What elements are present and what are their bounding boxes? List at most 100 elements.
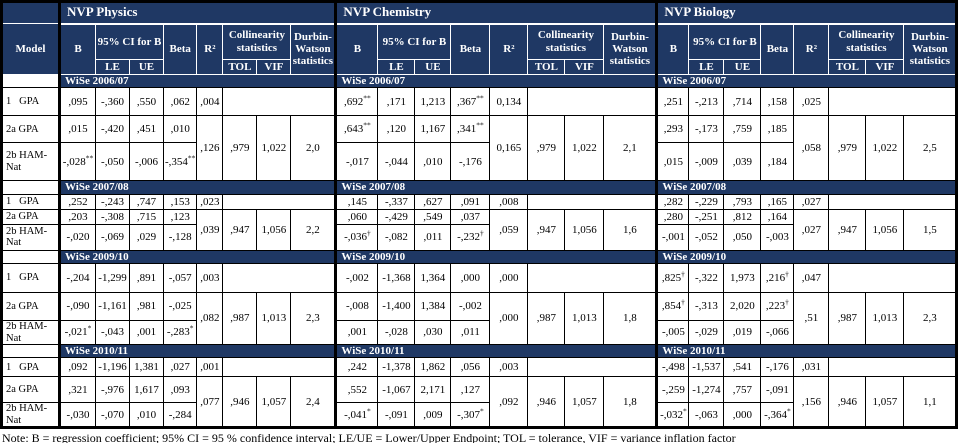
significance-marker: * xyxy=(787,406,791,416)
value-cell: 0,134 xyxy=(489,87,529,117)
value-cell: -,050 xyxy=(95,142,130,182)
vif-cell: 1,057 xyxy=(564,376,605,429)
value-cell: ,158 xyxy=(760,87,795,117)
model-label-2a-gpa: 2a GPA xyxy=(1,208,60,225)
value-cell: ,010 xyxy=(162,115,198,144)
value-cell: ,015 xyxy=(58,115,96,144)
value-cell: -,009 xyxy=(688,142,725,182)
tol-cell: ,987 xyxy=(828,291,867,346)
value-cell: -,066 xyxy=(760,319,795,346)
tol-cell: ,947 xyxy=(828,208,867,251)
value-cell: ,060 xyxy=(334,208,379,225)
value-cell: -,251 xyxy=(688,208,725,225)
value-cell: ,062 xyxy=(162,87,198,117)
value-cell: ,027 xyxy=(793,193,830,210)
value-cell: -,028** xyxy=(58,142,96,182)
table-row-model2a: 2a GPA -,090 -1,161,981 -,025,082,987 1,013 2… xyxy=(1,291,959,346)
value-cell: -,173 xyxy=(688,115,725,144)
season-band-physics: WiSe 2007/08 xyxy=(57,180,338,195)
value-cell: ,093 xyxy=(162,376,198,404)
durbin-watson-cell: 2,2 xyxy=(290,208,338,251)
value-cell: 1,384 xyxy=(414,291,452,321)
value-cell: -,213 xyxy=(688,87,725,117)
value-cell: -,229 xyxy=(688,193,725,210)
value-cell: -,008 xyxy=(334,291,379,321)
table-row-model2a: 2a GPA ,203 -,308,715,123,039,947 1,056 2,2,… xyxy=(1,208,959,251)
value-cell: -1,274 xyxy=(688,376,725,404)
durbin-watson-cell: 2,3 xyxy=(290,291,338,346)
value-cell: ,123 xyxy=(162,208,198,225)
value-cell: ,216† xyxy=(760,262,795,293)
table-row-model1: 1 GPA ,252 -,243,747,153,023 ,145 -,337,627,… xyxy=(1,193,959,210)
col-header-b-physics: B xyxy=(58,23,96,76)
empty-cell xyxy=(828,193,959,210)
empty-cell xyxy=(527,193,659,210)
value-cell: -,498 xyxy=(655,357,690,378)
table-row-model2b: 2b HAM-Nat -,020 -,069,029 -,128 -,036† -,082… xyxy=(1,223,957,251)
value-cell: ,029 xyxy=(129,223,164,251)
value-cell: ,367** xyxy=(450,87,491,117)
durbin-watson-cell: 2,3 xyxy=(903,291,959,346)
value-cell: ,184 xyxy=(760,142,795,182)
value-cell: ,812 xyxy=(723,208,762,225)
value-cell: -,354** xyxy=(162,142,198,182)
value-cell: -,020 xyxy=(58,223,96,251)
model-label-2a-gpa: 2a GPA xyxy=(1,376,60,404)
r2-shared-cell: ,126 xyxy=(196,115,224,182)
significance-marker: † xyxy=(681,269,685,279)
vif-cell: 1,022 xyxy=(256,115,292,182)
value-cell: -,176 xyxy=(760,357,795,378)
empty-cell xyxy=(222,193,338,210)
value-cell: 1,973 xyxy=(723,262,762,293)
durbin-watson-cell: 1,6 xyxy=(603,208,659,251)
value-cell: ,293 xyxy=(655,115,690,144)
value-cell: 2,020 xyxy=(723,291,762,321)
col-header-collinearity-physics: Collinearity statistics xyxy=(222,23,292,61)
value-cell: -1,537 xyxy=(688,357,725,378)
value-cell: -,025 xyxy=(162,291,198,321)
value-cell: -,002 xyxy=(450,291,491,321)
season-band-biology: WiSe 2006/07 xyxy=(655,74,959,89)
value-cell: ,000 xyxy=(450,262,491,293)
significance-marker: ** xyxy=(363,93,371,103)
table-header: NVP Physics NVP Chemistry NVP Biology Model… xyxy=(1,0,959,76)
table-row-model2b: 2b HAM-Nat -,030 -,070,010 -,284 -,041* -,091… xyxy=(1,402,957,429)
value-cell: -,005 xyxy=(655,319,690,346)
table-body: WiSe 2006/07 WiSe 2006/07 WiSe 2006/07 1 GP… xyxy=(1,74,959,429)
value-cell: ,025 xyxy=(793,87,830,117)
col-header-beta-physics: Beta xyxy=(162,23,198,76)
value-cell: ,030 xyxy=(414,319,452,346)
empty-cell xyxy=(527,87,659,117)
value-cell: ,747 xyxy=(129,193,164,210)
value-cell: ,091 xyxy=(450,193,491,210)
empty-cell xyxy=(222,87,338,117)
value-cell: -,070 xyxy=(95,402,130,429)
value-cell: ,095 xyxy=(58,87,96,117)
value-cell: 1,213 xyxy=(414,87,452,117)
col-header-durbin-watson-physics: Durbin-Watson statistics xyxy=(290,23,338,76)
value-cell: ,056 xyxy=(450,357,491,378)
significance-marker: † xyxy=(681,297,685,307)
r2-shared-cell: ,077 xyxy=(196,376,224,429)
season-band-physics: WiSe 2010/11 xyxy=(57,344,338,359)
durbin-watson-cell: 1,1 xyxy=(903,376,959,429)
durbin-watson-cell: 1,5 xyxy=(903,208,959,251)
value-cell: -,204 xyxy=(58,262,96,293)
vif-cell: 1,013 xyxy=(564,291,605,346)
value-cell: ,251 xyxy=(655,87,690,117)
table-row-model2a: 2a GPA ,321 -,976 1,617,093,077,946 1,057 2,4… xyxy=(1,376,959,429)
value-cell: -,313 xyxy=(688,291,725,321)
value-cell: ,550 xyxy=(129,87,164,117)
value-cell: ,451 xyxy=(129,115,164,144)
col-header-beta-chemistry: Beta xyxy=(450,23,491,76)
value-cell: -,021* xyxy=(58,319,96,346)
value-cell: ,203 xyxy=(58,208,96,225)
value-cell: ,171 xyxy=(377,87,416,117)
value-cell: ,825† xyxy=(655,262,690,293)
table-row-model1: 1 GPA ,092 -1,196 1,381,027,001 ,242 -1,378 1,… xyxy=(1,357,959,378)
value-cell: ,552 xyxy=(334,376,379,404)
durbin-watson-cell: 2,1 xyxy=(603,115,659,182)
value-cell: ,153 xyxy=(162,193,198,210)
value-cell: ,010 xyxy=(414,142,452,182)
col-header-durbin-watson-chemistry: Durbin-Watson statistics xyxy=(603,23,659,76)
